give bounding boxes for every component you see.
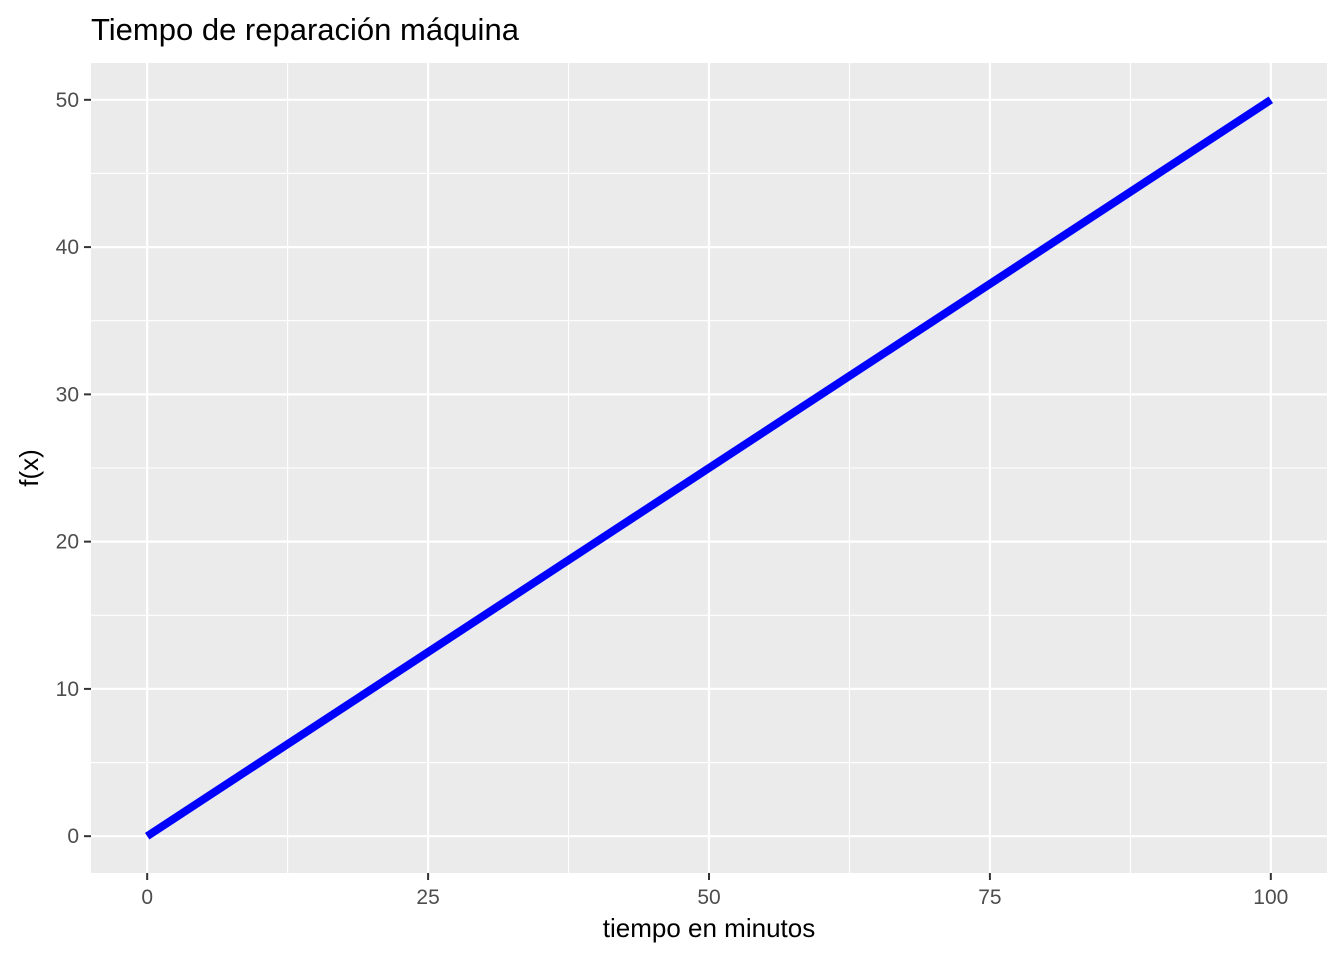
x-tick-label: 0	[141, 886, 153, 909]
y-tick-label: 20	[56, 531, 79, 554]
chart-title: Tiempo de reparación máquina	[91, 12, 520, 47]
y-tick-label: 0	[67, 825, 79, 848]
x-tick-label: 75	[978, 886, 1001, 909]
y-axis-title: f(x)	[14, 449, 44, 487]
y-tick-label: 10	[56, 678, 79, 701]
x-tick-label: 50	[697, 886, 720, 909]
series-line-0	[144, 96, 1274, 840]
series-layer	[144, 96, 1274, 840]
major-grid	[91, 63, 1327, 873]
y-tick-label: 50	[56, 89, 79, 112]
y-axis: 0 10 20 30 40 50	[56, 89, 91, 848]
y-tick-label: 30	[56, 383, 79, 406]
x-tick-label: 25	[416, 886, 439, 909]
y-tick-label: 40	[56, 236, 79, 259]
x-axis-title: tiempo en minutos	[603, 913, 815, 943]
x-axis: 0 25 50 75 100	[141, 873, 1288, 909]
x-tick-label: 100	[1253, 886, 1288, 909]
